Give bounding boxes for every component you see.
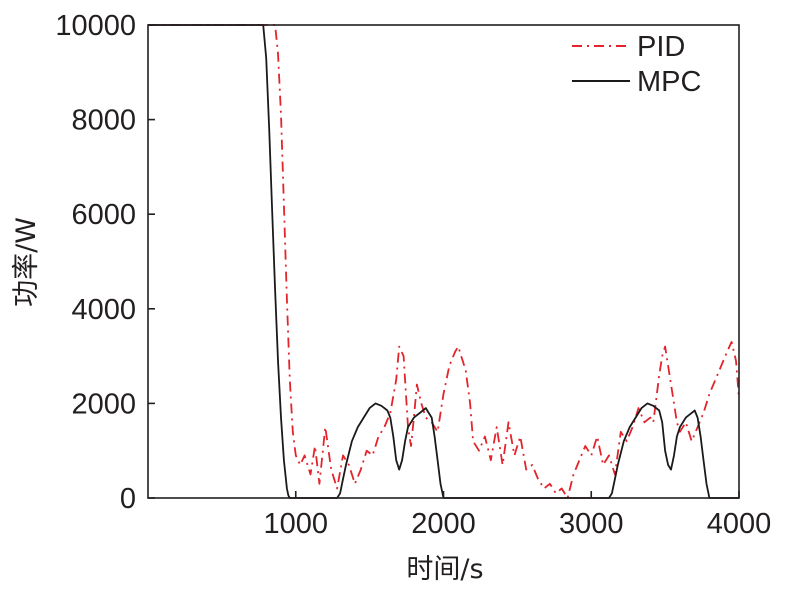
y-tick-label: 0: [120, 483, 136, 515]
x-axis-title: 时间/s: [406, 554, 483, 585]
y-tick-label: 4000: [71, 294, 136, 326]
y-tick-label: 8000: [71, 105, 136, 137]
y-tick-label: 6000: [71, 199, 136, 231]
x-tick-label: 1000: [263, 508, 328, 540]
y-tick-label: 10000: [55, 10, 136, 42]
y-tick-label: 2000: [71, 388, 136, 420]
x-tick-label: 4000: [707, 508, 772, 540]
x-tick-label: 3000: [559, 508, 624, 540]
y-axis-title: 功率/W: [11, 217, 42, 307]
axis-ticks: 1000 2000 3000 4000 0 2000 4000 6000 8000 10000: [55, 10, 771, 540]
legend-pid-label: PID: [637, 31, 685, 63]
legend: PID MPC: [572, 31, 701, 98]
legend-mpc-label: MPC: [637, 66, 701, 98]
series-line-pid: [148, 24, 740, 499]
x-tick-label: 2000: [411, 508, 476, 540]
